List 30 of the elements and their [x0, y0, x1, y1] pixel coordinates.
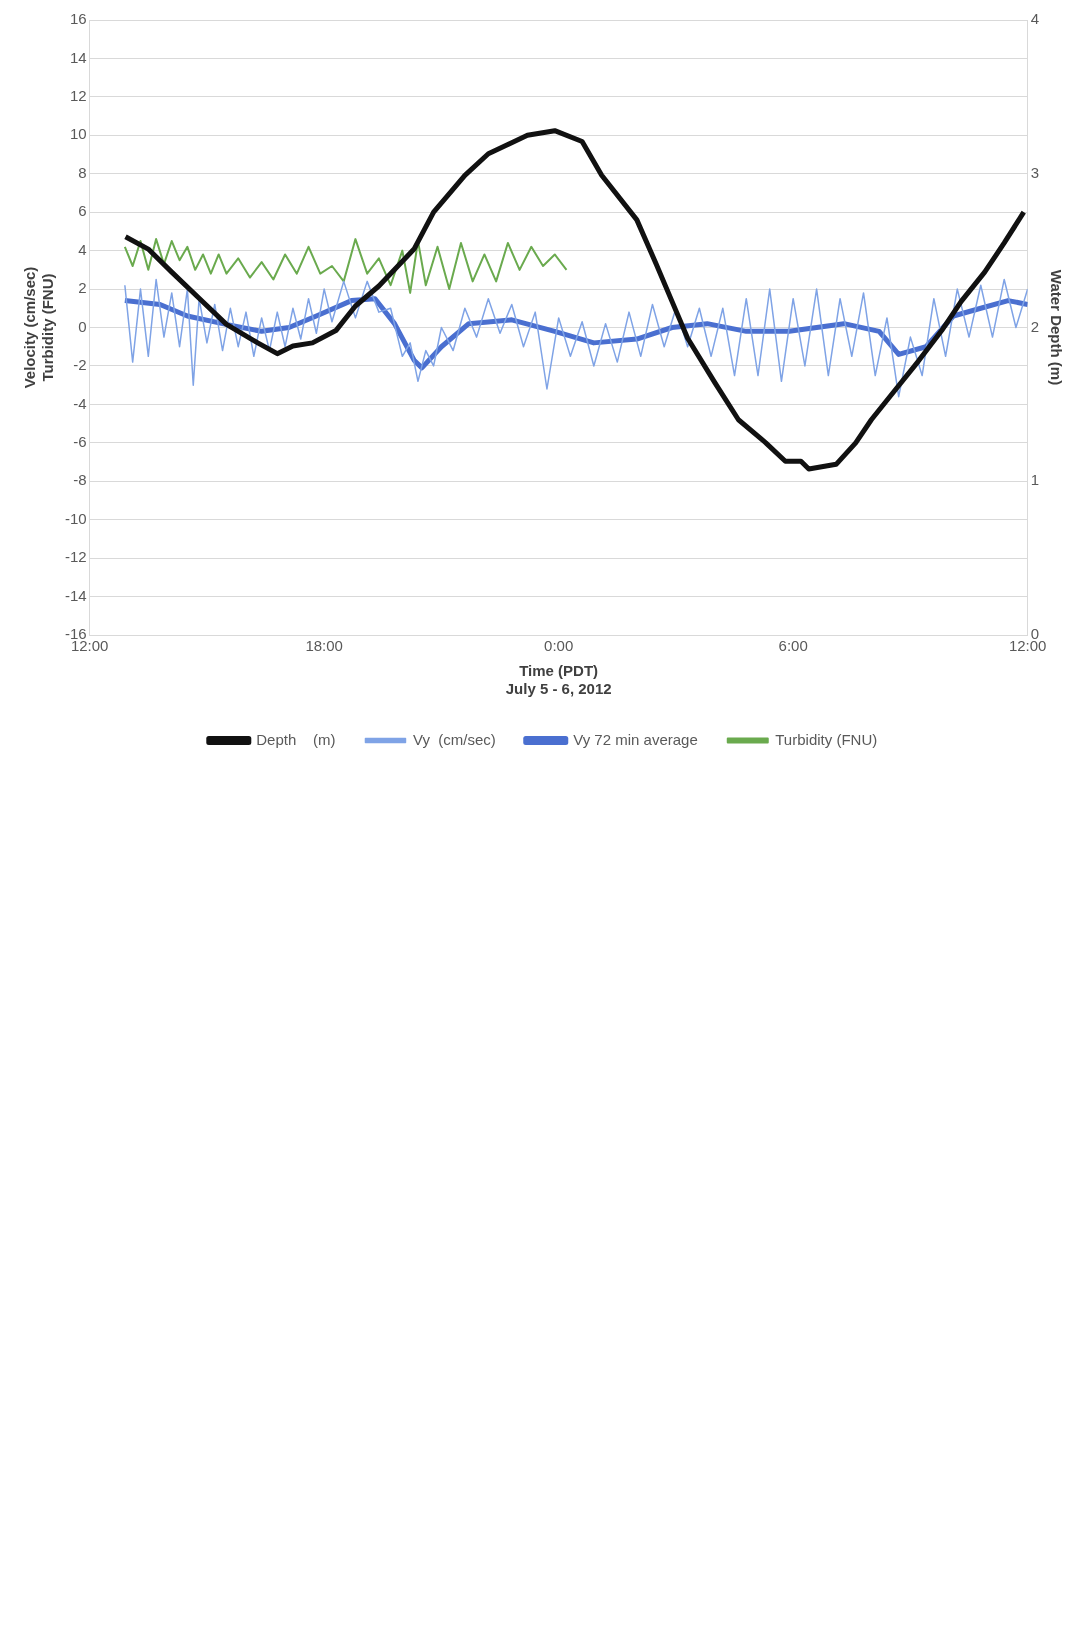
x-tick-label: 18:00	[305, 637, 343, 655]
y-tick-label: 8	[78, 163, 87, 181]
y-tick-label: 14	[69, 48, 87, 66]
y-tick-label: 2	[78, 279, 87, 297]
x-tick-label: 0:00	[544, 637, 574, 655]
y-tick-label: -4	[73, 394, 87, 412]
y-tick-label: 0	[78, 317, 87, 335]
y2-tick-label: 2	[1030, 317, 1039, 335]
y-tick-label: -10	[64, 509, 87, 527]
legend-label: Depth (m)	[256, 730, 336, 748]
y-tick-label: -8	[73, 471, 87, 489]
y2-tick-label: 3	[1030, 163, 1039, 181]
y-tick-label: 6	[78, 202, 87, 220]
y-tick-label: 16	[69, 10, 87, 28]
x-tick-label: 6:00	[778, 637, 808, 655]
y-tick-label: -2	[73, 356, 87, 374]
y-tick-label: 4	[78, 240, 87, 258]
legend-label: Vy (cm/sec)	[412, 730, 496, 748]
y-tick-label: 12	[69, 87, 87, 105]
y-tick-label: 10	[69, 125, 87, 143]
y-tick-label: -12	[64, 548, 87, 566]
y2-tick-label: 4	[1030, 10, 1039, 28]
legend-label: Vy 72 min average	[573, 730, 698, 748]
y-axis-title: Velocity (cm/sec) Turbidity (FNU)	[21, 266, 57, 389]
y-tick-label: -6	[73, 432, 87, 450]
y2-axis-title: Water Depth (m)	[1047, 269, 1065, 386]
y-tick-label: -14	[64, 586, 87, 604]
x-axis-title: Time (PDT) July 5 - 6, 2012	[505, 662, 612, 698]
y2-tick-label: 1	[1030, 471, 1039, 489]
legend-label: Turbidity (FNU)	[775, 730, 878, 748]
